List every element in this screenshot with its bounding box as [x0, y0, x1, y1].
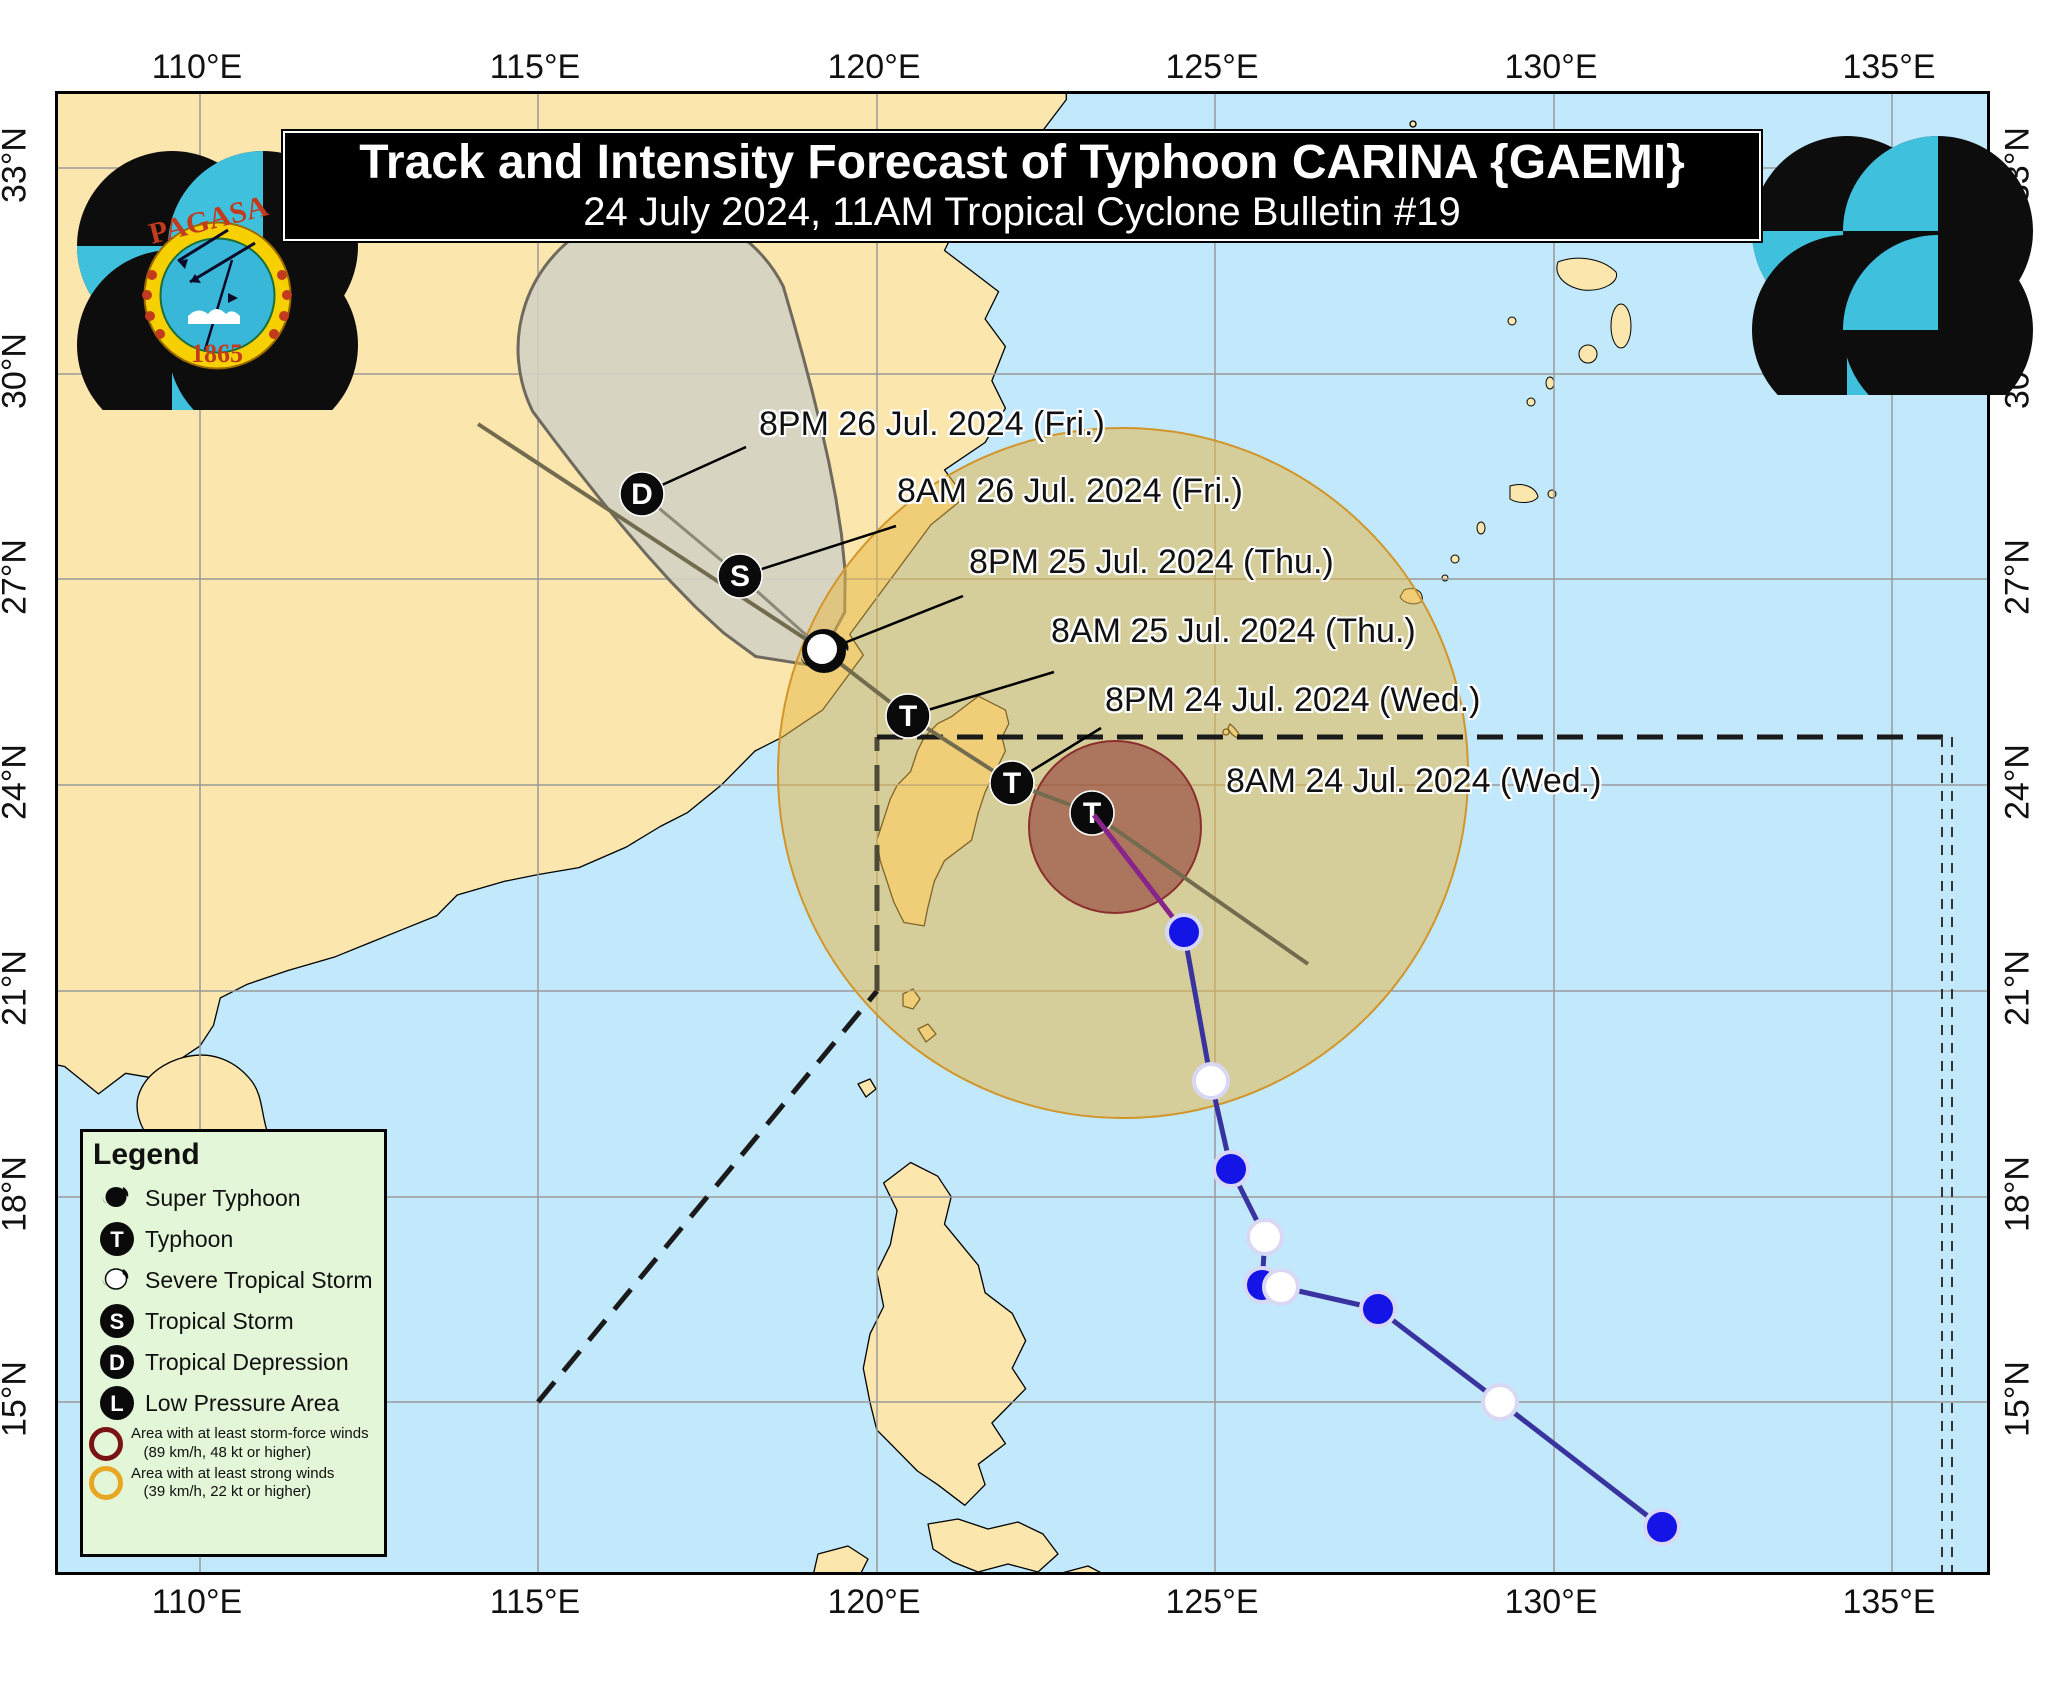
svg-text:S: S	[110, 1309, 125, 1334]
svg-text:T: T	[899, 700, 917, 733]
svg-text:T: T	[110, 1227, 124, 1252]
svg-text:T: T	[1003, 767, 1021, 800]
svg-text:T: T	[1083, 797, 1101, 830]
svg-text:S: S	[730, 560, 750, 593]
svg-text:L: L	[110, 1391, 123, 1416]
svg-text:D: D	[631, 478, 653, 511]
svg-text:D: D	[109, 1350, 125, 1375]
